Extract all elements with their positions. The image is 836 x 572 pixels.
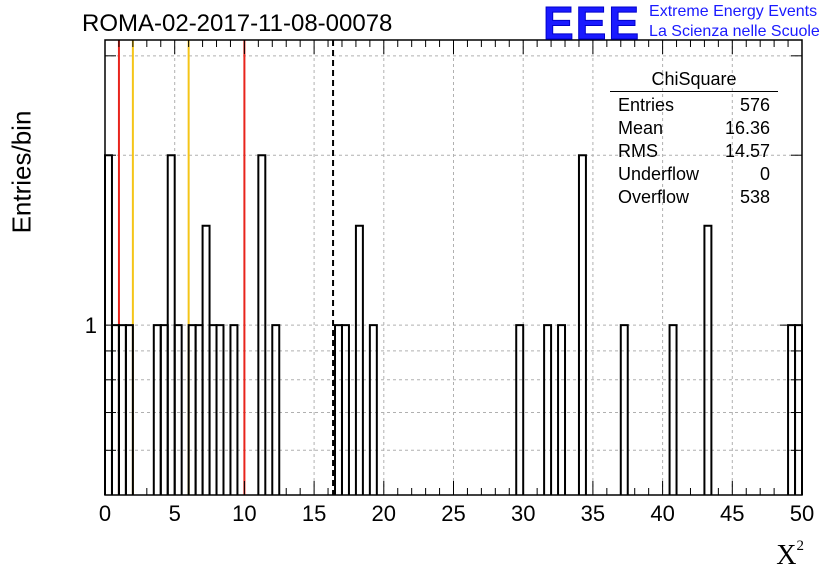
x-tick-label: 25 xyxy=(441,501,465,526)
histogram-bar xyxy=(515,324,525,495)
eee-logo: EEE Extreme Energy Events La Scienza nel… xyxy=(542,0,820,49)
logo-line-1: Extreme Energy Events xyxy=(649,3,818,20)
stats-label: Entries xyxy=(618,95,675,115)
x-tick-label: 0 xyxy=(99,501,111,526)
stats-label: Underflow xyxy=(618,164,700,184)
axis-ticks xyxy=(104,40,803,495)
y-axis-label-wrap: Entries/bin xyxy=(2,110,42,234)
histogram-bar xyxy=(201,224,211,495)
x-tick-label: 10 xyxy=(232,501,256,526)
stats-value: 538 xyxy=(739,187,770,207)
chart-title: ROMA-02-2017-11-08-00078 xyxy=(82,10,393,37)
logo-line-2: La Scienza nelle Scuole xyxy=(649,23,820,40)
histogram-bar xyxy=(577,154,587,495)
x-tick-label: 50 xyxy=(790,501,814,526)
stats-divider xyxy=(610,91,778,92)
y-axis-label: Entries/bin xyxy=(6,110,37,234)
histogram-bar xyxy=(271,324,281,495)
x-axis-label: X2 xyxy=(776,538,804,572)
x-axis-label-base: X xyxy=(776,540,797,571)
x-tick-label: 30 xyxy=(511,501,535,526)
stats-row-mean: Mean 16.36 xyxy=(610,117,778,140)
x-tick-label: 15 xyxy=(302,501,326,526)
stats-box: ChiSquare Entries 576 Mean 16.36 RMS 14.… xyxy=(610,67,778,209)
axis-tick-labels: 0 5 10 15 20 25 30 35 40 45 50 1 xyxy=(85,313,814,526)
stats-row-overflow: Overflow 538 xyxy=(610,186,778,209)
x-tick-label: 45 xyxy=(720,501,744,526)
stats-title: ChiSquare xyxy=(651,69,737,89)
logo-caption: Extreme Energy Events La Scienza nelle S… xyxy=(649,0,820,42)
stats-value: 14.57 xyxy=(724,141,770,161)
histogram-bar xyxy=(557,324,567,495)
histogram-bar xyxy=(124,324,134,495)
y-tick-label: 1 xyxy=(85,313,97,338)
x-tick-label: 20 xyxy=(372,501,396,526)
histogram-bar xyxy=(215,324,225,495)
histogram-bar xyxy=(703,224,713,495)
histogram-bar xyxy=(340,324,350,495)
histogram-bar xyxy=(668,324,678,495)
x-axis-label-superscript: 2 xyxy=(796,538,805,554)
stats-label: Overflow xyxy=(618,187,690,207)
stats-row-entries: Entries 576 xyxy=(610,94,778,117)
stats-value: 0 xyxy=(759,164,770,184)
stats-row-underflow: Underflow 0 xyxy=(610,163,778,186)
stats-value: 576 xyxy=(739,95,770,115)
stats-value: 16.36 xyxy=(724,118,770,138)
vertical-markers xyxy=(117,40,335,495)
histogram-bar xyxy=(619,324,629,495)
histogram-bar xyxy=(257,154,267,495)
stats-label: Mean xyxy=(618,118,664,138)
stats-row-rms: RMS 14.57 xyxy=(610,140,778,163)
x-tick-label: 35 xyxy=(581,501,605,526)
histogram-bar xyxy=(173,324,183,495)
x-tick-label: 40 xyxy=(650,501,674,526)
histogram-bar xyxy=(354,224,364,495)
histogram-bar xyxy=(229,324,239,495)
histogram-bar xyxy=(543,324,553,495)
histogram-bar xyxy=(368,324,378,495)
stats-label: RMS xyxy=(618,141,658,161)
logo-mark: EEE xyxy=(542,0,642,49)
x-tick-label: 5 xyxy=(169,501,181,526)
